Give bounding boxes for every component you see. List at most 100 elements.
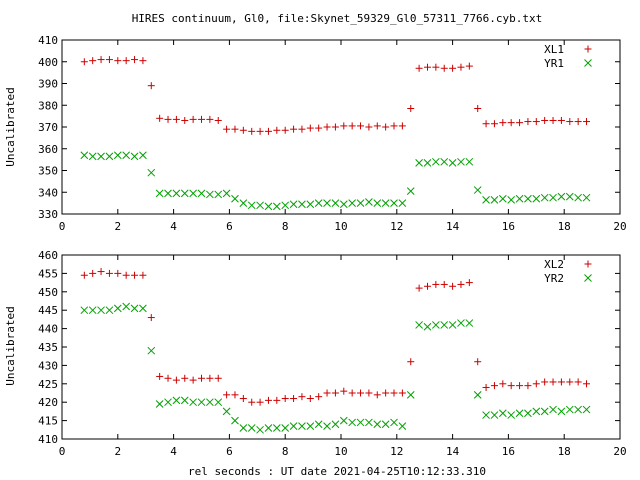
panel-1-point-YR1-d2 — [122, 151, 131, 160]
panel-2-y-tick-label: 435 — [38, 341, 58, 354]
panel-2-point-YR2-d2 — [231, 416, 239, 425]
panel-1-point-YR1-d2 — [415, 159, 423, 167]
panel-2-y-tick-label: 425 — [38, 378, 58, 391]
panel-1-point-YR1 — [331, 199, 340, 207]
panel-2-point-XL2 — [465, 279, 473, 287]
panel-1-point-YR1-d2 — [256, 201, 264, 210]
panel-1-series-XL1 — [80, 56, 591, 135]
panel-1-point-YR1-d2 — [281, 201, 290, 210]
panel-2-x-tick-label: 14 — [446, 445, 460, 458]
panel-1-point-YR1-d2 — [298, 200, 306, 209]
panel-2-point-YR2-d2 — [306, 422, 315, 430]
panel-1-point-YR1-d2 — [323, 199, 331, 207]
panel-1-point-YR1-d2 — [80, 151, 89, 160]
panel-1-point-YR1-d2 — [155, 189, 164, 198]
panel-2-point-XL2 — [532, 380, 540, 388]
panel-1-x-tick-label: 2 — [114, 220, 121, 233]
panel-2-point-YR2 — [490, 411, 499, 419]
panel-1-point-YR1-d2 — [206, 190, 214, 199]
panel-2-point-XL2 — [239, 395, 247, 403]
panel-1-point-YR1-d2 — [247, 201, 256, 210]
panel-1-point-YR1-d2 — [448, 159, 457, 167]
panel-1-point-YR1 — [507, 196, 516, 204]
panel-2-point-YR2 — [306, 422, 315, 430]
panel-2-point-YR2-d2 — [348, 418, 357, 427]
panel-2-x-tick-label: 18 — [558, 445, 571, 458]
panel-2-point-YR2 — [130, 304, 139, 313]
panel-2-y-tick-label: 445 — [38, 304, 58, 317]
panel-2-x-tick-label: 4 — [170, 445, 177, 458]
panel-2-point-YR2-d2 — [574, 405, 583, 414]
panel-1-point-XL1 — [156, 114, 164, 122]
panel-2-point-XL2 — [423, 282, 431, 290]
panel-1-point-YR1 — [406, 187, 415, 196]
panel-2-point-YR2 — [515, 409, 524, 418]
panel-2-point-YR2-d2 — [155, 400, 164, 408]
panel-2-point-XL2 — [80, 271, 88, 279]
panel-2-point-XL2 — [223, 391, 231, 399]
panel-1-point-YR1 — [289, 200, 298, 209]
panel-2-series-YR2 — [80, 302, 591, 434]
panel-2-point-YR2 — [323, 422, 331, 430]
panel-2-point-YR2 — [348, 418, 357, 427]
panel-1-point-XL1 — [365, 123, 373, 131]
panel-2-point-XL2 — [382, 389, 390, 397]
panel-2-point-XL2 — [365, 389, 373, 397]
panel-2-point-YR2 — [172, 396, 181, 405]
panel-2-point-YR2 — [565, 405, 574, 414]
panel-1-x-tick-label: 18 — [558, 220, 571, 233]
panel-2-point-YR2-d2 — [264, 424, 273, 432]
panel-1-point-XL1 — [574, 118, 582, 126]
panel-1-x-tick-label: 14 — [446, 220, 460, 233]
panel-1-point-YR1 — [339, 200, 348, 209]
panel-2-point-YR2 — [289, 422, 298, 430]
panel-1-x-tick-label: 0 — [59, 220, 66, 233]
panel-2-point-XL2 — [214, 374, 222, 382]
panel-1-point-YR1 — [239, 199, 248, 207]
panel-1-point-XL1 — [139, 57, 147, 65]
panel-2-y-tick-label: 455 — [38, 267, 58, 280]
panel-2: 0 2 4 6 8 10 12 14 16 18 20 410 415 420 425 430 435 440 44… — [38, 249, 627, 458]
panel-1-point-YR1 — [222, 189, 231, 198]
panel-1-point-YR1-d2 — [423, 159, 432, 167]
panel-2-point-YR2 — [281, 424, 290, 432]
panel-1-point-YR1 — [88, 152, 97, 161]
panel-2-point-YR2-d2 — [331, 420, 340, 429]
panel-2-point-XL2 — [264, 396, 272, 404]
panel-1-point-YR1 — [247, 201, 256, 210]
panel-2-point-XL2 — [499, 380, 507, 388]
panel-1-point-XL1 — [114, 57, 122, 65]
panel-2-point-XL2 — [583, 380, 591, 388]
panel-2-point-YR2-d2 — [457, 319, 465, 327]
panel-2-point-XL2 — [172, 376, 180, 384]
panel-1-point-YR1 — [381, 199, 390, 207]
panel-1-point-YR1-d2 — [164, 189, 172, 198]
panel-2-point-YR2 — [432, 321, 440, 329]
panel-2-point-YR2-d2 — [147, 346, 156, 355]
panel-1-point-YR1-d2 — [482, 196, 490, 204]
panel-1-point-YR1-d2 — [532, 194, 541, 203]
panel-2-point-XL2 — [357, 389, 365, 397]
panel-2-point-XL2 — [340, 387, 348, 395]
panel-1-point-XL1 — [306, 124, 314, 132]
panel-2-point-YR2 — [356, 418, 365, 427]
panel-1-point-YR1 — [348, 199, 357, 207]
panel-2-point-YR2 — [381, 420, 390, 429]
panel-1-point-XL1 — [465, 62, 473, 70]
panel-2-point-YR2-d2 — [365, 418, 373, 427]
plots-layer: 0 2 4 6 8 10 12 14 16 18 2033034035036037038039040… — [38, 34, 627, 458]
panel-2-point-YR2 — [415, 321, 423, 329]
panel-1-point-YR1-d2 — [365, 198, 373, 206]
panel-1-point-XL1 — [331, 123, 339, 131]
panel-1-point-YR1 — [482, 196, 490, 204]
panel-1-point-YR1-d2 — [507, 196, 516, 204]
panel-1-point-XL1 — [407, 105, 415, 113]
panel-1-x-tick-label: 6 — [226, 220, 233, 233]
panel-2-point-XL2 — [189, 376, 197, 384]
panel-2-x-tick-label: 20 — [613, 445, 626, 458]
panel-1-point-YR1-d2 — [214, 190, 223, 199]
panel-2-point-YR2-d2 — [180, 396, 189, 405]
panel-1-x-tick-label: 16 — [502, 220, 515, 233]
panel-2-point-XL2 — [432, 280, 440, 288]
panel-1-point-YR1-d2 — [515, 194, 524, 203]
